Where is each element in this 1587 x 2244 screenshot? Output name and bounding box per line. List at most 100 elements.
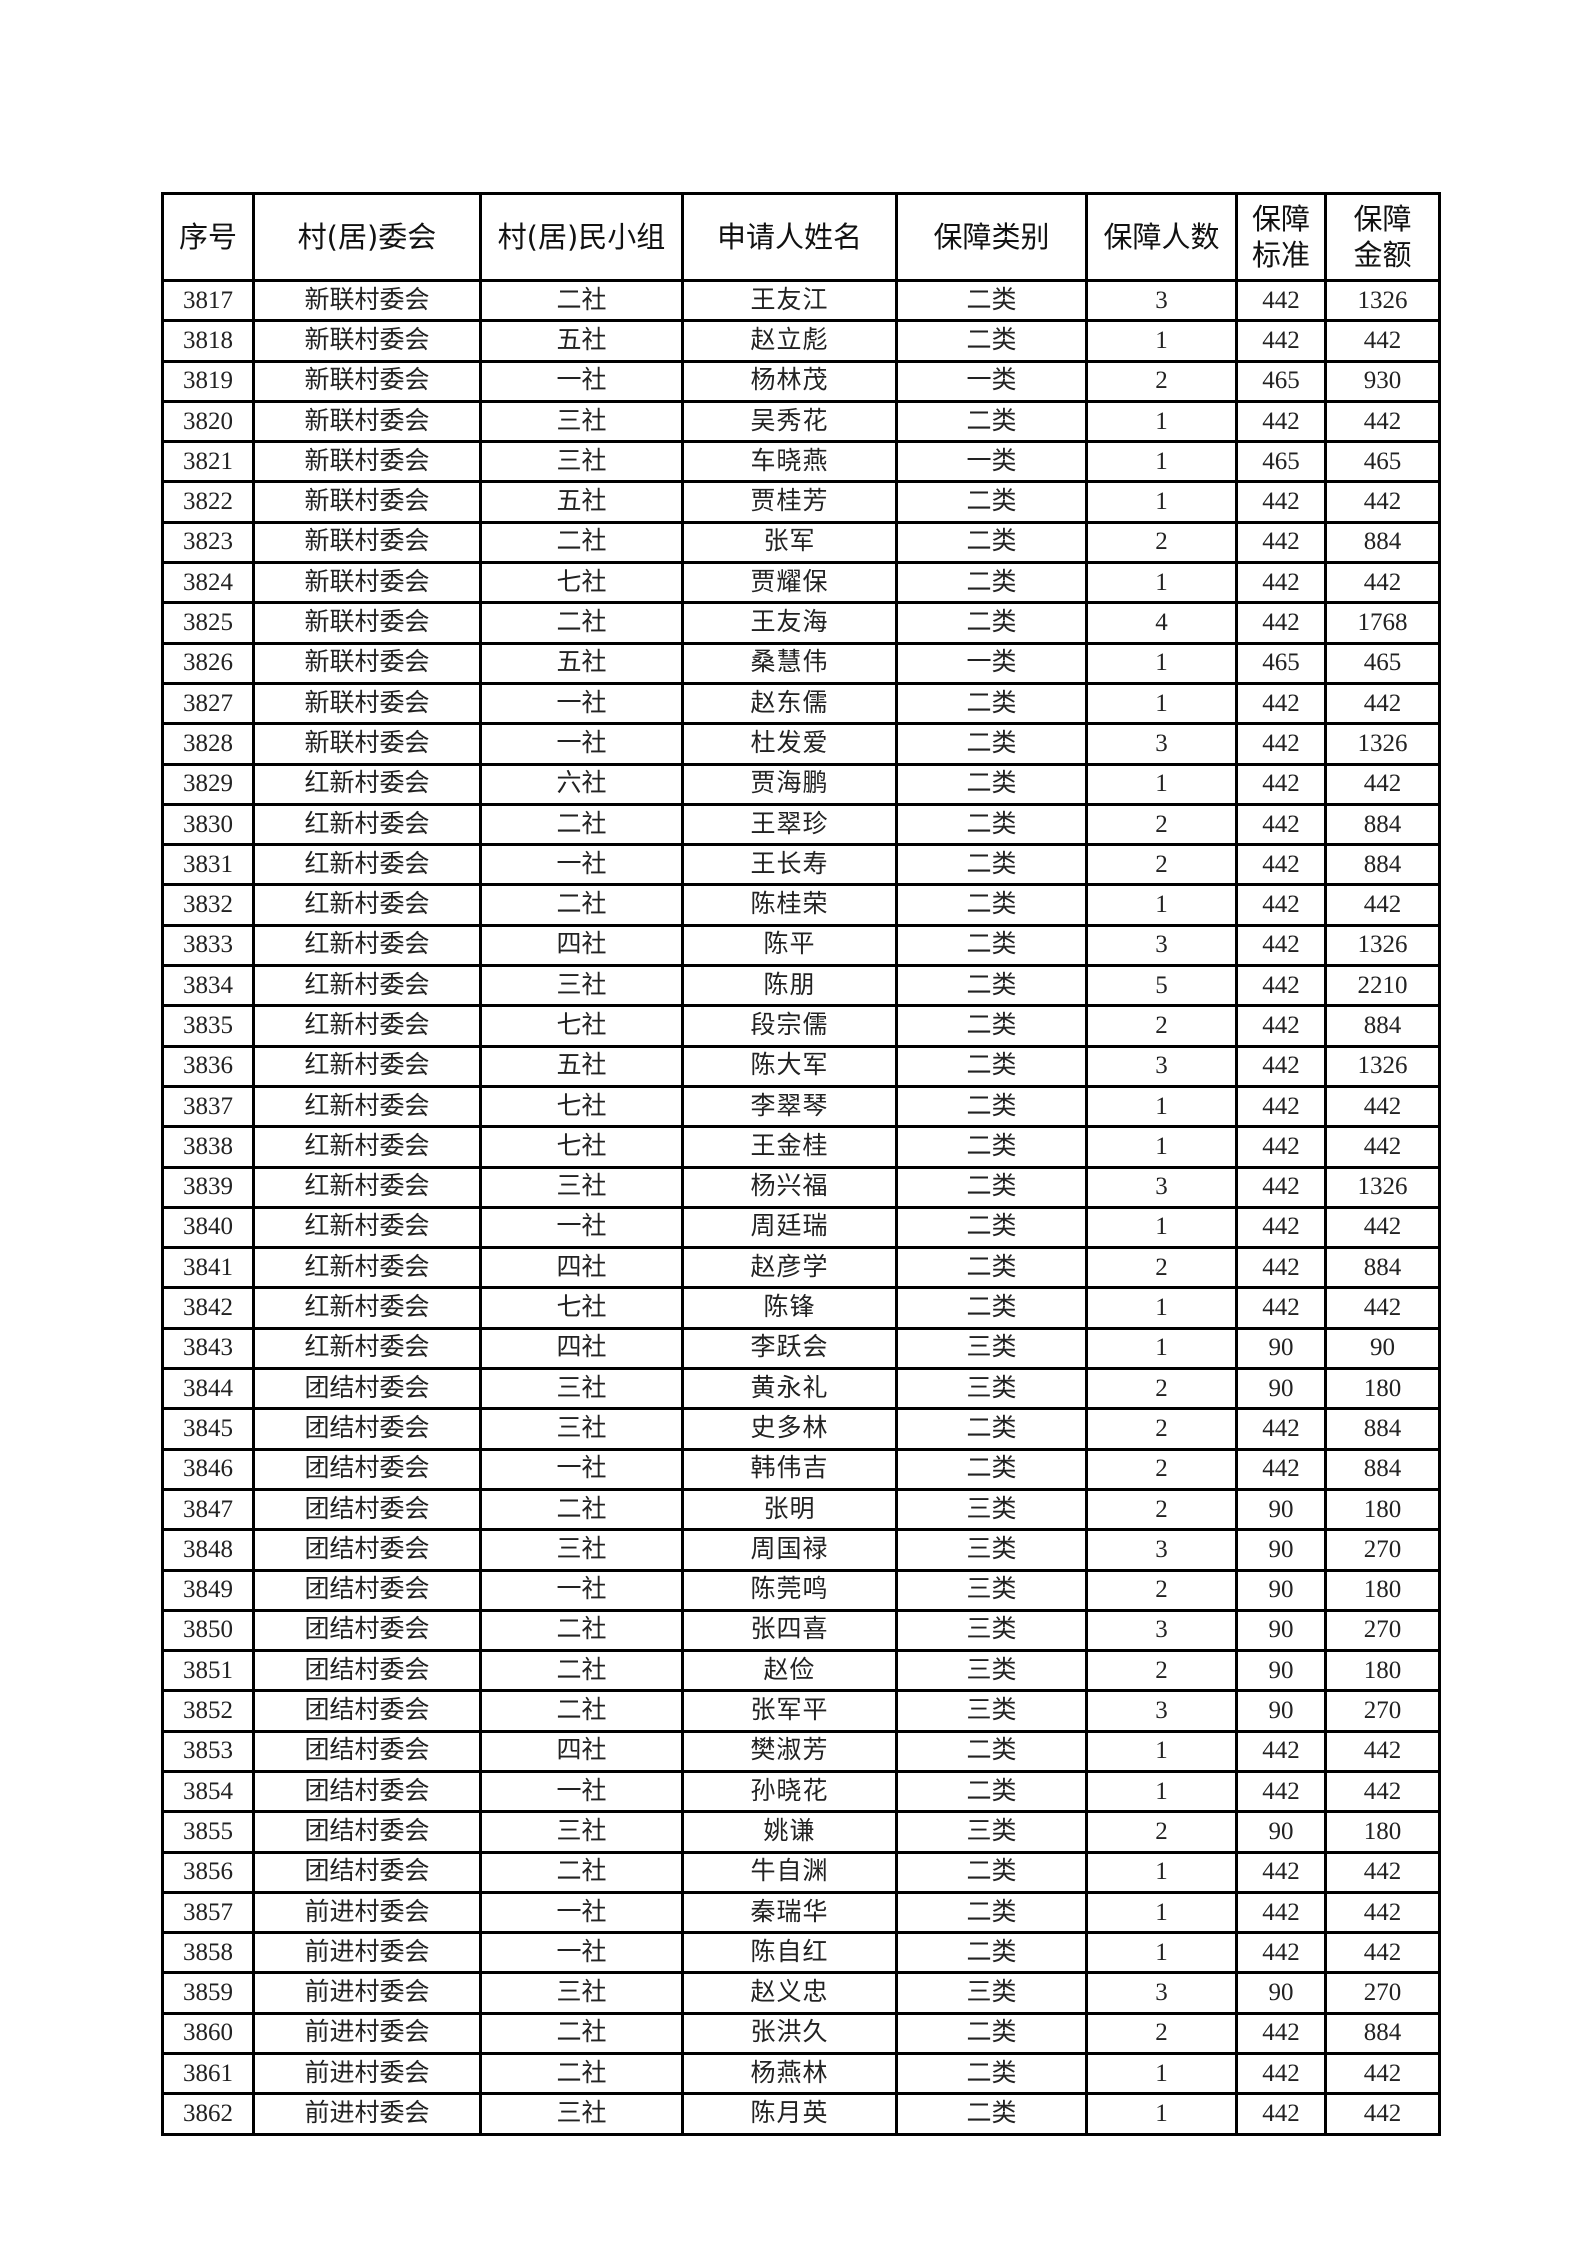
cell-villager-group: 三社 [479,1971,684,2015]
cell-assisted-persons: 1 [1085,1931,1238,1975]
cell-assisted-persons: 1 [1085,1890,1238,1935]
cell-applicant-name: 张洪久 [681,2011,898,2056]
table-row: 3857 前进村委会 一社 秦瑞华 二类 1 442 442 [161,1890,1441,1935]
cell-applicant-name: 王金桂 [681,1125,898,1169]
cell-assistance-category: 二类 [895,2092,1088,2136]
cell-assisted-persons: 3 [1085,1044,1238,1088]
cell-serial-number: 3856 [161,1850,255,1894]
cell-assistance-amount: 442 [1324,1850,1441,1894]
cell-villager-group: 二社 [479,2011,684,2056]
table-row: 3833 红新村委会 四社 陈平 二类 3 442 1326 [161,923,1441,968]
cell-serial-number: 3817 [161,278,255,323]
cell-villager-group: 五社 [479,480,684,524]
cell-serial-number: 3852 [161,1689,255,1733]
cell-assistance-category: 二类 [895,964,1088,1008]
table-row: 3844 团结村委会 三社 黄永礼 三类 2 90 180 [161,1367,1441,1411]
cell-assistance-amount: 180 [1324,1487,1441,1532]
table-row: 3854 团结村委会 一社 孙晓花 二类 1 442 442 [161,1769,1441,1814]
cell-serial-number: 3819 [161,359,255,403]
cell-villager-group: 二社 [479,883,684,927]
cell-serial-number: 3829 [161,762,255,806]
cell-villager-group: 四社 [479,1729,684,1773]
cell-assistance-category: 二类 [895,561,1088,605]
cell-assistance-amount: 442 [1324,681,1441,726]
table-row: 3832 红新村委会 二社 陈桂荣 二类 1 442 442 [161,883,1441,927]
cell-assistance-category: 三类 [895,1689,1088,1733]
cell-assistance-standard: 442 [1235,2092,1327,2136]
cell-village-committee: 团结村委会 [252,1649,482,1693]
cell-assistance-amount: 442 [1324,2052,1441,2096]
cell-assistance-standard: 90 [1235,1608,1327,1653]
cell-assistance-category: 三类 [895,1971,1088,2015]
cell-village-committee: 红新村委会 [252,1165,482,1209]
cell-assisted-persons: 1 [1085,1205,1238,1250]
cell-villager-group: 二社 [479,1487,684,1532]
table-row: 3837 红新村委会 七社 李翠琴 二类 1 442 442 [161,1084,1441,1129]
cell-assisted-persons: 4 [1085,601,1238,645]
cell-assistance-amount: 442 [1324,883,1441,927]
cell-assistance-category: 二类 [895,883,1088,927]
cell-applicant-name: 贾海鹏 [681,762,898,806]
cell-applicant-name: 李跃会 [681,1326,898,1371]
table-row: 3859 前进村委会 三社 赵义忠 三类 3 90 270 [161,1971,1441,2015]
cell-serial-number: 3859 [161,1971,255,2015]
table-row: 3817 新联村委会 二社 王友江 二类 3 442 1326 [161,278,1441,323]
cell-assisted-persons: 3 [1085,1971,1238,2015]
header-row: 序号 村(居)委会 村(居)民小组 申请人姓名 保障类别 保障人数 保障 标准 … [161,192,1441,282]
cell-assistance-category: 二类 [895,1890,1088,1935]
cell-village-committee: 红新村委会 [252,1125,482,1169]
cell-assistance-category: 二类 [895,802,1088,847]
cell-assistance-standard: 442 [1235,1850,1327,1894]
header-serial-number: 序号 [161,192,255,282]
cell-village-committee: 前进村委会 [252,1890,482,1935]
cell-assistance-standard: 442 [1235,1084,1327,1129]
cell-assistance-standard: 442 [1235,1125,1327,1169]
cell-applicant-name: 杜发爱 [681,722,898,766]
table-row: 3847 团结村委会 二社 张明 三类 2 90 180 [161,1487,1441,1532]
cell-applicant-name: 陈朋 [681,964,898,1008]
cell-assistance-amount: 442 [1324,2092,1441,2136]
cell-village-committee: 团结村委会 [252,1407,482,1451]
cell-applicant-name: 张明 [681,1487,898,1532]
cell-village-committee: 前进村委会 [252,2092,482,2136]
cell-serial-number: 3821 [161,440,255,484]
cell-assistance-category: 三类 [895,1528,1088,1572]
cell-village-committee: 前进村委会 [252,2052,482,2096]
cell-assistance-standard: 442 [1235,1205,1327,1250]
cell-applicant-name: 周廷瑞 [681,1205,898,1250]
cell-assistance-amount: 442 [1324,1125,1441,1169]
cell-village-committee: 前进村委会 [252,2011,482,2056]
cell-assistance-category: 二类 [895,2052,1088,2096]
cell-villager-group: 一社 [479,1890,684,1935]
table-row: 3836 红新村委会 五社 陈大军 二类 3 442 1326 [161,1044,1441,1088]
cell-village-committee: 团结村委会 [252,1608,482,1653]
cell-applicant-name: 陈锋 [681,1286,898,1330]
cell-applicant-name: 孙晓花 [681,1769,898,1814]
table-row: 3839 红新村委会 三社 杨兴福 二类 3 442 1326 [161,1165,1441,1209]
cell-villager-group: 四社 [479,1246,684,1290]
cell-assistance-standard: 442 [1235,278,1327,323]
cell-assistance-standard: 90 [1235,1649,1327,1693]
cell-assistance-amount: 884 [1324,2011,1441,2056]
cell-serial-number: 3842 [161,1286,255,1330]
cell-villager-group: 三社 [479,2092,684,2136]
table-row: 3856 团结村委会 二社 牛自渊 二类 1 442 442 [161,1850,1441,1894]
header-villager-group: 村(居)民小组 [479,192,684,282]
cell-applicant-name: 赵东儒 [681,681,898,726]
cell-assistance-amount: 442 [1324,1084,1441,1129]
cell-assistance-amount: 270 [1324,1608,1441,1653]
cell-applicant-name: 赵义忠 [681,1971,898,2015]
cell-villager-group: 二社 [479,1608,684,1653]
cell-serial-number: 3841 [161,1246,255,1290]
cell-village-committee: 团结村委会 [252,1568,482,1612]
cell-serial-number: 3844 [161,1367,255,1411]
cell-serial-number: 3818 [161,319,255,363]
cell-assistance-amount: 180 [1324,1568,1441,1612]
cell-villager-group: 一社 [479,1931,684,1975]
cell-assisted-persons: 2 [1085,1367,1238,1411]
cell-villager-group: 三社 [479,1367,684,1411]
cell-serial-number: 3855 [161,1810,255,1854]
cell-assistance-category: 二类 [895,601,1088,645]
cell-assisted-persons: 2 [1085,1246,1238,1290]
cell-assistance-category: 三类 [895,1367,1088,1411]
